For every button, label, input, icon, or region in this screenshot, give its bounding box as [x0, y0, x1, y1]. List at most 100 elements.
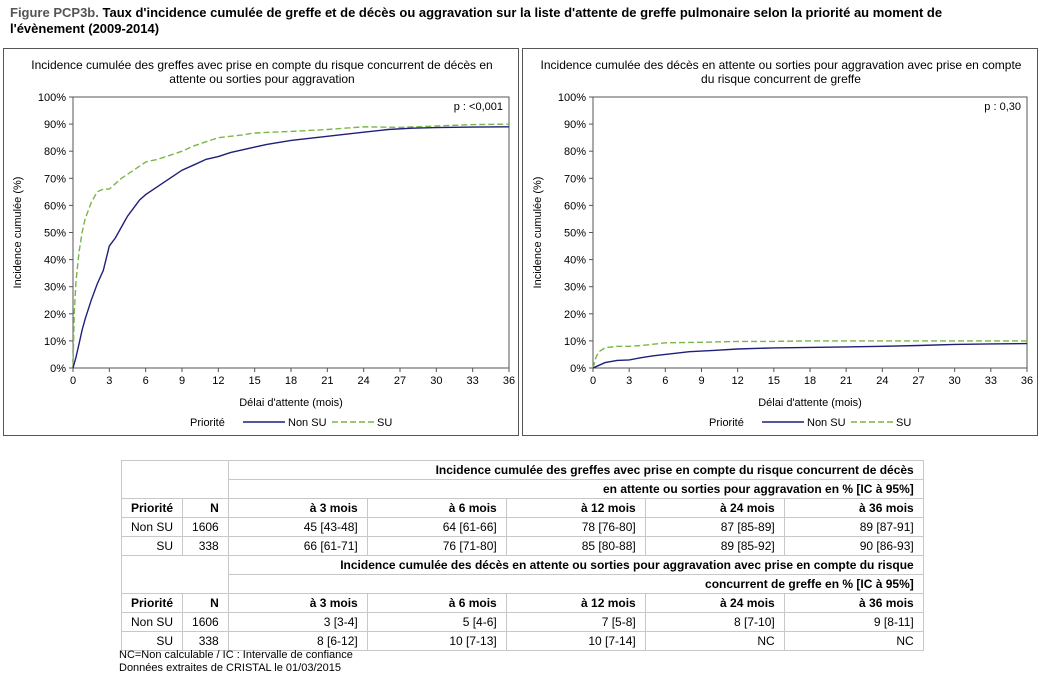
- x-tick-label: 30: [949, 375, 961, 387]
- y-tick-label: 30%: [44, 282, 66, 294]
- row-priority: SU: [120, 536, 184, 556]
- y-tick-label: 40%: [564, 255, 586, 267]
- cell-24m: 87 [85-89]: [644, 517, 785, 537]
- x-tick-label: 9: [179, 375, 185, 387]
- cell-36m: 90 [86-93]: [783, 536, 924, 556]
- y-tick-label: 60%: [44, 200, 66, 212]
- cell-6m: 5 [4-6]: [366, 612, 507, 632]
- x-tick-label: 12: [212, 375, 224, 387]
- col-header-n: N: [182, 593, 229, 613]
- x-tick-label: 6: [662, 375, 668, 387]
- y-tick-label: 10%: [44, 336, 66, 348]
- y-tick-label: 30%: [564, 282, 586, 294]
- p-value-label: p : <0,001: [454, 101, 503, 113]
- col-header-24m: à 24 mois: [644, 593, 785, 613]
- table-header-row: Priorité N à 3 mois à 6 mois à 12 mois à…: [120, 498, 924, 518]
- x-tick-label: 0: [590, 375, 596, 387]
- row-priority: Non SU: [120, 612, 184, 632]
- footnote-abbrev: NC=Non calculable / IC : Intervalle de c…: [119, 649, 353, 661]
- y-tick-label: 100%: [558, 92, 586, 104]
- cell-3m: 66 [61-71]: [227, 536, 368, 556]
- table-row: Non SU 1606 45 [43-48] 64 [61-66] 78 [76…: [120, 517, 924, 537]
- y-axis-label: Incidence cumulée (%): [532, 177, 544, 289]
- cell-12m: 7 [5-8]: [505, 612, 646, 632]
- cell-36m: 89 [87-91]: [783, 517, 924, 537]
- y-tick-label: 0%: [570, 363, 586, 375]
- chart-panel-greffes: Incidence cumulée des greffes avec prise…: [3, 48, 519, 436]
- x-tick-label: 27: [912, 375, 924, 387]
- p-value-label: p : 0,30: [984, 101, 1021, 113]
- cell-36m: 9 [8-11]: [783, 612, 924, 632]
- x-tick-label: 6: [143, 375, 149, 387]
- x-tick-label: 27: [394, 375, 406, 387]
- row-priority: Non SU: [120, 517, 184, 537]
- table-header-row: Priorité N à 3 mois à 6 mois à 12 mois à…: [120, 593, 924, 613]
- y-tick-label: 0%: [50, 363, 66, 375]
- chart-title-line: du risque concurrent de greffe: [701, 72, 861, 86]
- row-n: 1606: [182, 612, 229, 632]
- y-tick-label: 10%: [564, 336, 586, 348]
- plot-frame: [72, 96, 510, 369]
- row-n: 338: [182, 536, 229, 556]
- x-tick-label: 0: [70, 375, 76, 387]
- col-header-priorite: Priorité: [120, 593, 184, 613]
- x-tick-label: 33: [467, 375, 479, 387]
- section2-title-line2: concurrent de greffe en % [IC à 95%]: [227, 574, 924, 594]
- x-tick-label: 9: [698, 375, 704, 387]
- col-header-12m: à 12 mois: [505, 593, 646, 613]
- cell-3m: 3 [3-4]: [227, 612, 368, 632]
- x-tick-label: 24: [358, 375, 370, 387]
- x-tick-label: 3: [626, 375, 632, 387]
- x-tick-label: 30: [430, 375, 442, 387]
- x-tick-label: 15: [768, 375, 780, 387]
- legend-title: Priorité: [709, 417, 744, 429]
- cell-12m: 85 [80-88]: [505, 536, 646, 556]
- x-tick-label: 33: [985, 375, 997, 387]
- y-tick-label: 50%: [44, 228, 66, 240]
- row-priority: SU: [120, 631, 184, 651]
- x-tick-label: 18: [285, 375, 297, 387]
- legend-label-non-su: Non SU: [288, 417, 327, 429]
- cell-24m: NC: [644, 631, 785, 651]
- y-axis-label: Incidence cumulée (%): [12, 177, 24, 289]
- chart-deces: Incidence cumulée des décès en attente o…: [532, 58, 1033, 429]
- cell-12m: 78 [76-80]: [505, 517, 646, 537]
- x-tick-label: 15: [249, 375, 261, 387]
- chart-title-line: attente ou sorties pour aggravation: [169, 72, 354, 86]
- x-tick-label: 3: [106, 375, 112, 387]
- table-row: SU 338 8 [6-12] 10 [7-13] 10 [7-14] NC N…: [120, 631, 924, 651]
- y-tick-label: 80%: [564, 146, 586, 158]
- x-tick-label: 36: [1021, 375, 1033, 387]
- col-header-36m: à 36 mois: [783, 593, 924, 613]
- row-n: 338: [182, 631, 229, 651]
- legend-label-su: SU: [377, 417, 392, 429]
- col-header-priorite: Priorité: [120, 498, 184, 518]
- legend-label-su: SU: [896, 417, 911, 429]
- footnote-source: Données extraites de CRISTAL le 01/03/20…: [119, 662, 341, 674]
- y-tick-label: 60%: [564, 200, 586, 212]
- series-line-non-su: [592, 342, 1028, 369]
- y-tick-label: 50%: [564, 228, 586, 240]
- figure-title-text: Taux d'incidence cumulée de greffe et de…: [10, 5, 943, 36]
- figure-title: Figure PCP3b. Taux d'incidence cumulée d…: [10, 5, 1020, 37]
- table-row: Non SU 1606 3 [3-4] 5 [4-6] 7 [5-8] 8 [7…: [120, 612, 924, 632]
- chart-panel-deces: Incidence cumulée des décès en attente o…: [522, 48, 1038, 436]
- cell-24m: 8 [7-10]: [644, 612, 785, 632]
- plot-frame: [592, 96, 1028, 369]
- y-tick-label: 100%: [38, 92, 66, 104]
- cell-12m: 10 [7-14]: [505, 631, 646, 651]
- series-line-non-su: [72, 126, 510, 369]
- x-tick-label: 18: [804, 375, 816, 387]
- y-tick-label: 70%: [564, 173, 586, 185]
- x-tick-label: 24: [876, 375, 888, 387]
- table-corner: [121, 460, 229, 499]
- section2-title-line1: Incidence cumulée des décès en attente o…: [227, 555, 924, 575]
- col-header-3m: à 3 mois: [227, 498, 368, 518]
- y-tick-label: 20%: [44, 309, 66, 321]
- row-n: 1606: [182, 517, 229, 537]
- y-tick-label: 40%: [44, 255, 66, 267]
- chart-title-line: Incidence cumulée des greffes avec prise…: [31, 58, 492, 72]
- x-tick-label: 21: [840, 375, 852, 387]
- chart-title-line: Incidence cumulée des décès en attente o…: [541, 58, 1022, 72]
- cell-6m: 10 [7-13]: [366, 631, 507, 651]
